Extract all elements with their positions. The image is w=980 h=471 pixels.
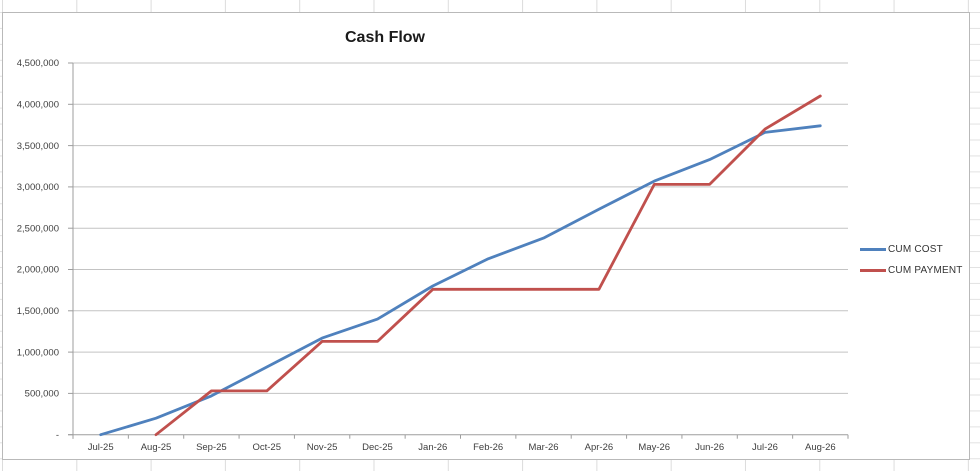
chart-legend: CUM COST CUM PAYMENT: [860, 239, 963, 281]
legend-item-cum-cost[interactable]: CUM COST: [860, 239, 963, 260]
x-axis-label: Jan-26: [418, 442, 447, 453]
x-axis-label: Aug-26: [805, 442, 836, 453]
y-axis-label: 4,000,000: [17, 100, 59, 111]
legend-item-cum-payment[interactable]: CUM PAYMENT: [860, 260, 963, 281]
legend-label: CUM PAYMENT: [888, 265, 963, 276]
x-axis-label: Feb-26: [473, 442, 503, 453]
x-axis-label: Mar-26: [528, 442, 558, 453]
series-line-cum-cost[interactable]: [99, 124, 822, 437]
x-axis-label: Jul-25: [88, 442, 114, 453]
y-axis-label: 1,500,000: [17, 306, 59, 317]
x-axis-label: Jun-26: [695, 442, 724, 453]
series-line-cum-payment[interactable]: [154, 94, 822, 437]
x-axis-label: May-26: [638, 442, 670, 453]
x-axis-label: Apr-26: [585, 442, 614, 453]
x-axis-label: Oct-25: [252, 442, 281, 453]
x-axis-label: Aug-25: [141, 442, 172, 453]
y-axis-label: 500,000: [25, 389, 59, 400]
y-axis-label: 3,000,000: [17, 182, 59, 193]
y-axis-label: 2,500,000: [17, 223, 59, 234]
x-axis-label: Sep-25: [196, 442, 227, 453]
legend-label: CUM COST: [888, 244, 943, 255]
x-axis-label: Nov-25: [307, 442, 338, 453]
y-axis-label: 1,000,000: [17, 347, 59, 358]
cash-flow-chart[interactable]: - 500,000 1,000,000 1,500,000 2,000,000 2,500…: [2, 12, 970, 460]
plot-area: - 500,000 1,000,000 1,500,000 2,000,000 2,500…: [17, 58, 849, 453]
y-axis-label: -: [56, 430, 59, 441]
y-axis-label: 4,500,000: [17, 58, 59, 69]
legend-line-sample-blue: [860, 248, 886, 251]
y-axis-label: 2,000,000: [17, 265, 59, 276]
x-axis-label: Dec-25: [362, 442, 393, 453]
legend-line-sample-red: [860, 269, 886, 272]
chart-title[interactable]: Cash Flow: [344, 29, 426, 46]
y-axis-label: 3,500,000: [17, 141, 59, 152]
x-axis-label: Jul-26: [752, 442, 778, 453]
